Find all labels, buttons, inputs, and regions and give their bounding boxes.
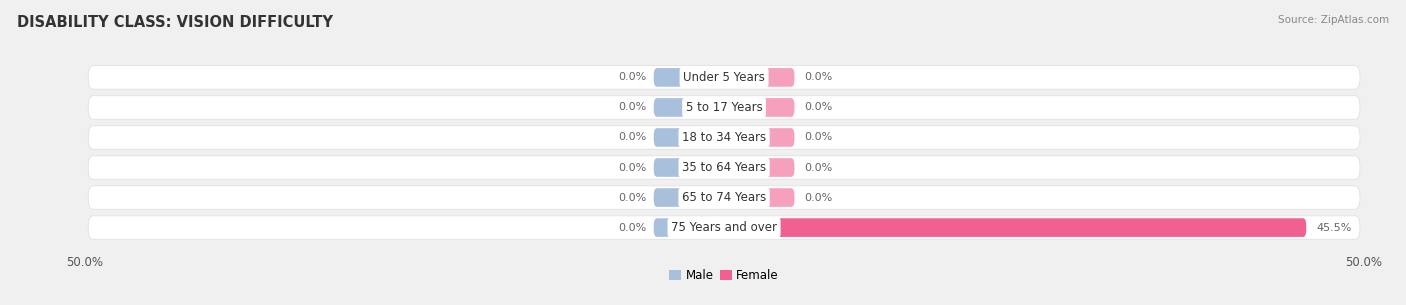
Text: DISABILITY CLASS: VISION DIFFICULTY: DISABILITY CLASS: VISION DIFFICULTY xyxy=(17,15,333,30)
Text: 0.0%: 0.0% xyxy=(617,132,645,142)
FancyBboxPatch shape xyxy=(724,98,794,117)
Text: 0.0%: 0.0% xyxy=(804,72,832,82)
Legend: Male, Female: Male, Female xyxy=(665,265,783,287)
FancyBboxPatch shape xyxy=(89,216,1360,239)
FancyBboxPatch shape xyxy=(654,98,724,117)
FancyBboxPatch shape xyxy=(654,188,724,207)
FancyBboxPatch shape xyxy=(654,68,724,87)
FancyBboxPatch shape xyxy=(89,156,1360,179)
FancyBboxPatch shape xyxy=(89,66,1360,89)
FancyBboxPatch shape xyxy=(724,68,794,87)
FancyBboxPatch shape xyxy=(654,158,724,177)
Text: 65 to 74 Years: 65 to 74 Years xyxy=(682,191,766,204)
Text: 75 Years and over: 75 Years and over xyxy=(671,221,778,234)
Text: 0.0%: 0.0% xyxy=(804,132,832,142)
FancyBboxPatch shape xyxy=(724,188,794,207)
Text: 45.5%: 45.5% xyxy=(1316,223,1351,233)
FancyBboxPatch shape xyxy=(654,128,724,147)
FancyBboxPatch shape xyxy=(89,96,1360,119)
Text: 0.0%: 0.0% xyxy=(804,102,832,113)
Text: 0.0%: 0.0% xyxy=(617,163,645,173)
Text: 18 to 34 Years: 18 to 34 Years xyxy=(682,131,766,144)
Text: 0.0%: 0.0% xyxy=(617,72,645,82)
Text: Source: ZipAtlas.com: Source: ZipAtlas.com xyxy=(1278,15,1389,25)
FancyBboxPatch shape xyxy=(89,126,1360,149)
Text: Under 5 Years: Under 5 Years xyxy=(683,71,765,84)
FancyBboxPatch shape xyxy=(724,158,794,177)
Text: 0.0%: 0.0% xyxy=(804,192,832,203)
Text: 5 to 17 Years: 5 to 17 Years xyxy=(686,101,762,114)
FancyBboxPatch shape xyxy=(89,186,1360,209)
FancyBboxPatch shape xyxy=(724,218,1306,237)
FancyBboxPatch shape xyxy=(654,218,724,237)
Text: 0.0%: 0.0% xyxy=(804,163,832,173)
FancyBboxPatch shape xyxy=(724,128,794,147)
Text: 35 to 64 Years: 35 to 64 Years xyxy=(682,161,766,174)
Text: 0.0%: 0.0% xyxy=(617,192,645,203)
Text: 0.0%: 0.0% xyxy=(617,223,645,233)
Text: 0.0%: 0.0% xyxy=(617,102,645,113)
